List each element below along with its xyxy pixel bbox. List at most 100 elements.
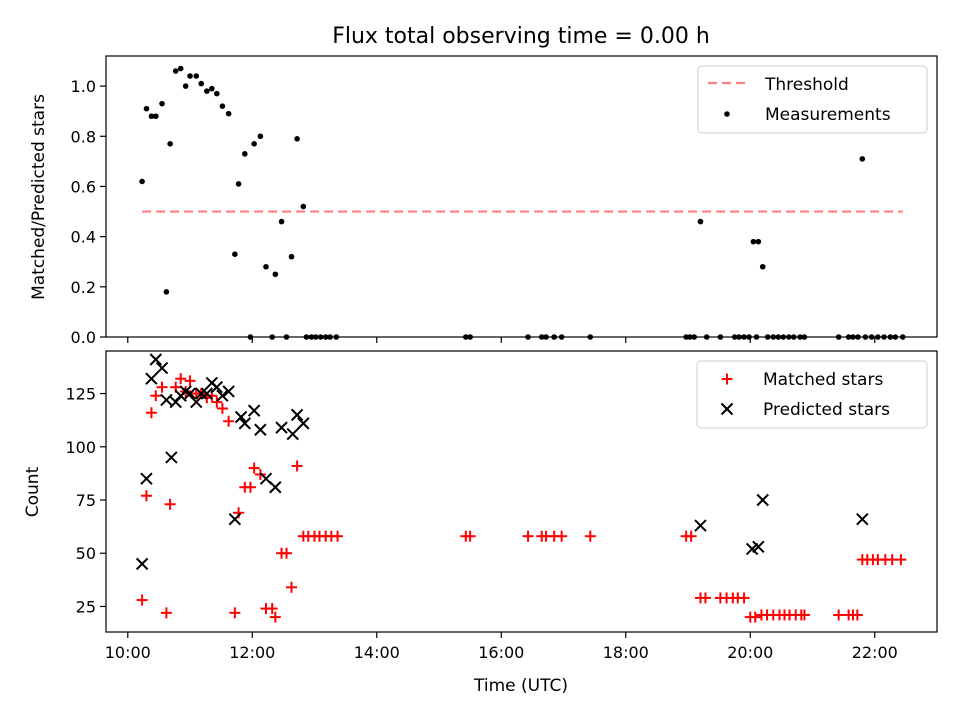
predicted-stars-point-b	[200, 387, 214, 400]
predicted-stars-point-b	[275, 421, 288, 434]
measurements-point	[139, 178, 145, 185]
predicted-stars-point-b	[190, 395, 203, 409]
measurements-point	[219, 103, 226, 109]
predicted-stars-point-b	[195, 387, 208, 400]
measurements-point	[148, 113, 155, 120]
threshold-legend-label: Threshold	[764, 75, 849, 95]
measurements-point	[859, 156, 866, 162]
count-ytick-label: 75	[76, 491, 96, 510]
matched-stars-point	[216, 402, 228, 414]
count-legend-frame	[696, 360, 928, 429]
measurements-point	[232, 251, 238, 258]
predicted-stars-point	[140, 472, 153, 485]
predicted-stars-point	[190, 395, 203, 409]
matched-stars-point	[281, 547, 293, 559]
matched-stars-point	[522, 530, 534, 542]
predicted-stars-point-b	[247, 404, 261, 417]
predicted-stars-point	[145, 372, 158, 385]
chart-title: Flux total observing time = 0.00 h	[332, 24, 710, 49]
measurements-legend-label: Measurements	[765, 105, 891, 125]
predicted-stars-point-b	[145, 372, 158, 385]
measurements-point	[225, 110, 232, 117]
measurements-point	[214, 90, 220, 97]
matched-stars-point	[798, 609, 810, 621]
matched-stars-point	[160, 607, 172, 619]
predicted-stars-point-b	[140, 472, 153, 485]
matched-swatch-mark	[721, 373, 733, 385]
measurements-point	[697, 218, 704, 225]
predicted-stars-point	[756, 493, 769, 507]
matched-stars-point	[291, 460, 303, 472]
matched-stars-point	[895, 554, 907, 566]
matched-stars-point	[248, 462, 260, 474]
predicted-stars-point	[238, 417, 252, 430]
ratio-ytick-label: 0.2	[71, 278, 96, 297]
predicted-stars-point	[210, 380, 224, 394]
predicted-stars-point	[286, 427, 299, 441]
measurements-point	[278, 218, 285, 225]
ratio-ytick-label: 0.8	[71, 127, 96, 146]
measurements-point	[288, 253, 295, 260]
predicted-stars-point	[200, 387, 214, 400]
predicted-stars-point	[856, 512, 869, 526]
matched-stars-point	[229, 607, 241, 619]
predicted-stars-point	[247, 404, 261, 417]
count-ytick-label: 50	[76, 544, 96, 563]
ratio-legend-frame	[697, 65, 928, 134]
measurements-point	[759, 263, 766, 270]
ratio-ytick-label: 0.4	[71, 228, 96, 247]
measurements-legend-swatch	[724, 111, 730, 117]
predicted-stars-point-b	[856, 512, 869, 526]
predicted-stars-point	[216, 389, 229, 402]
predicted-stars-point-b	[149, 353, 163, 366]
predicted-stars-point-b	[269, 481, 282, 494]
predicted-stars-point-b	[234, 410, 248, 424]
matched-stars-point	[285, 581, 297, 593]
predicted-stars-point	[228, 512, 242, 526]
predicted-stars-point-b	[216, 389, 229, 402]
matched-stars-point	[184, 375, 196, 387]
matched-stars-point	[738, 592, 750, 604]
matched-stars-point	[244, 481, 256, 493]
predicted-stars-point-b	[694, 519, 707, 532]
matched-stars-legend-swatch	[721, 373, 733, 385]
ratio-panel-ylabel: Matched/Predicted stars	[29, 94, 49, 300]
ratio-panel-frame	[105, 55, 938, 338]
predicted-stars-point	[694, 519, 707, 532]
count-panel-ylabel: Count	[23, 466, 43, 517]
ratio-panel: 0.0 0.2 0.4 0.6 0.8 1.0 Matched/Predicted sta…	[29, 55, 938, 347]
matched-stars-point	[140, 490, 152, 502]
predicted-stars-point-b	[286, 427, 299, 441]
predicted-swatch-mark	[720, 402, 734, 416]
matched-stars-point	[749, 611, 761, 623]
measurements-point	[182, 83, 189, 89]
measurements-point	[300, 203, 307, 210]
predicted-stars-point-b	[179, 385, 192, 398]
predicted-stars-point-b	[228, 512, 242, 526]
matched-stars-point	[164, 498, 176, 510]
predicted-stars-point-b	[254, 423, 267, 436]
predicted-stars-point	[234, 410, 248, 424]
predicted-stars-point-b	[155, 361, 169, 375]
x-tick-label: 16:00	[478, 643, 524, 662]
predicted-stars-point-b	[183, 387, 197, 400]
matched-stars-legend-label: Matched stars	[763, 370, 883, 390]
matched-stars-point	[136, 594, 148, 606]
ratio-ytick-label: 1.0	[71, 77, 96, 96]
count-panel-legend: Matched stars Predicted stars	[696, 360, 928, 429]
x-tick-label: 20:00	[727, 643, 773, 662]
predicted-stars-point-b	[165, 451, 178, 464]
measurements-point	[750, 238, 757, 245]
predicted-stars-point	[165, 451, 178, 464]
x-tick-label: 22:00	[852, 643, 898, 662]
predicted-swatch-mark-b	[720, 402, 734, 416]
predicted-stars-point	[183, 387, 197, 400]
measurements-point	[263, 263, 269, 270]
ratio-ytick-label: 0.6	[71, 177, 96, 196]
measurements-point	[755, 238, 762, 245]
measurements-point	[242, 151, 248, 157]
predicted-stars-point	[149, 353, 163, 366]
measurements-point	[177, 65, 184, 72]
matched-stars-point	[332, 530, 344, 542]
